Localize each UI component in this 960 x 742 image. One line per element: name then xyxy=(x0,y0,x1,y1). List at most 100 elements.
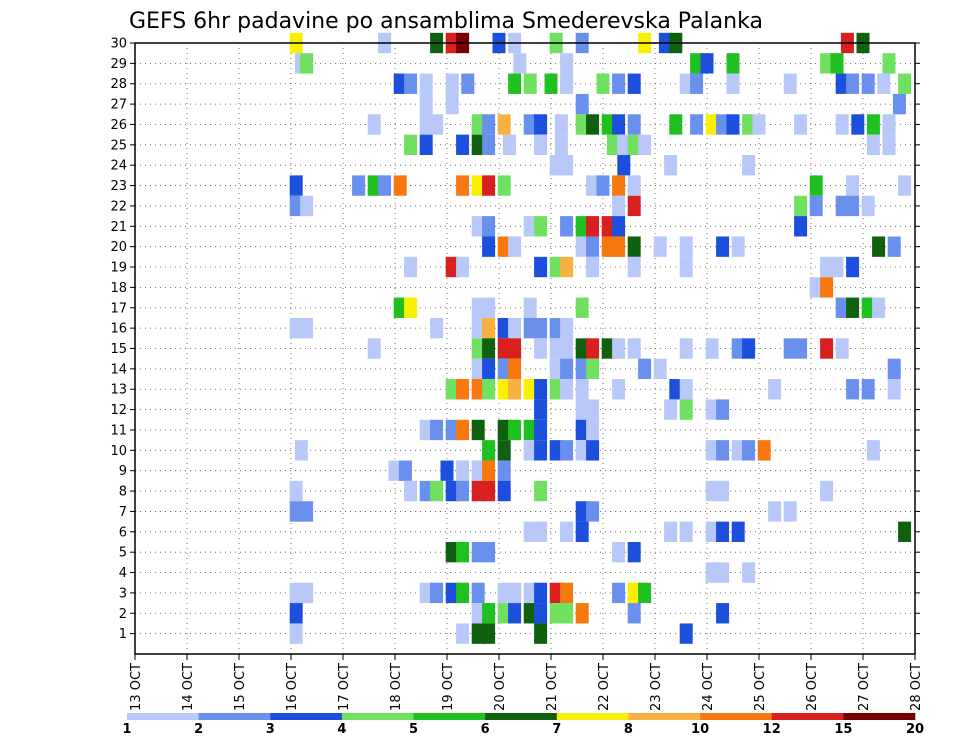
heatmap-cell xyxy=(534,440,548,461)
x-tick-label: 24 OCT xyxy=(701,663,716,711)
heatmap-cell xyxy=(627,195,641,217)
heatmap-cell xyxy=(497,480,511,502)
heatmap-cell xyxy=(419,93,433,115)
heatmap-cell xyxy=(294,440,308,461)
heatmap-cell xyxy=(820,53,834,74)
heatmap-cell xyxy=(471,623,485,644)
x-tick-label: 19 OCT xyxy=(441,663,456,711)
heatmap-cell xyxy=(742,562,756,583)
heatmap-cell xyxy=(716,562,730,583)
x-tick-label: 28 OCT xyxy=(909,663,924,711)
heatmap-cell xyxy=(560,582,574,604)
heatmap-cell xyxy=(482,338,496,359)
heatmap-cell xyxy=(482,623,496,644)
heatmap-cell xyxy=(289,623,303,644)
heatmap-cell xyxy=(523,297,537,318)
heatmap-cell xyxy=(716,603,730,624)
heatmap-cell xyxy=(731,440,745,461)
y-tick-label: 25 xyxy=(110,138,127,153)
heatmap-cell xyxy=(846,297,860,318)
y-tick-label: 2 xyxy=(119,607,127,622)
colorbar-label: 1 xyxy=(122,722,131,737)
heatmap-cell xyxy=(716,440,730,461)
heatmap-cell xyxy=(606,134,620,156)
heatmap-cell xyxy=(601,236,615,257)
heatmap-cell xyxy=(497,603,511,624)
y-tick-label: 3 xyxy=(119,586,127,601)
heatmap-cell xyxy=(497,114,511,135)
heatmap-cell xyxy=(560,317,574,339)
heatmap-cell xyxy=(705,562,719,583)
heatmap-cell xyxy=(866,114,880,135)
heatmap-cell xyxy=(419,419,433,441)
heatmap-cell xyxy=(482,460,496,481)
heatmap-cell xyxy=(575,216,589,237)
heatmap-cell xyxy=(783,501,797,522)
heatmap-cell xyxy=(601,338,615,359)
x-tick-label: 15 OCT xyxy=(233,663,248,711)
colorbar-swatch xyxy=(341,713,414,720)
heatmap-cell xyxy=(887,236,901,257)
heatmap-cell xyxy=(560,155,574,176)
heatmap-cell xyxy=(627,134,641,156)
heatmap-cell xyxy=(700,53,714,74)
heatmap-cell xyxy=(534,114,548,135)
heatmap-cell xyxy=(705,480,719,502)
heatmap-cell xyxy=(497,175,511,196)
heatmap-cell xyxy=(586,256,600,278)
heatmap-cell xyxy=(352,175,366,196)
heatmap-cell xyxy=(575,297,589,318)
heatmap-cell xyxy=(523,582,537,604)
y-tick-label: 30 xyxy=(110,37,127,52)
heatmap-cell xyxy=(586,399,600,420)
heatmap-cell xyxy=(289,195,303,217)
grid xyxy=(135,42,915,654)
heatmap-cell xyxy=(705,114,719,135)
x-tick-label: 26 OCT xyxy=(805,663,820,711)
heatmap-cell xyxy=(612,195,626,217)
heatmap-cell xyxy=(523,216,537,237)
heatmap-cell xyxy=(482,114,496,135)
heatmap-cell xyxy=(887,379,901,400)
heatmap-cell xyxy=(497,419,511,441)
heatmap-cell xyxy=(846,195,860,217)
heatmap-cell xyxy=(627,114,641,135)
heatmap-cell xyxy=(508,338,522,359)
heatmap-cell xyxy=(705,338,719,359)
heatmap-cell xyxy=(846,379,860,400)
y-tick-label: 9 xyxy=(119,464,127,479)
heatmap-cell xyxy=(586,501,600,522)
heatmap-cell xyxy=(560,521,574,542)
y-tick-label: 18 xyxy=(110,281,127,296)
heatmap-cell xyxy=(471,297,485,318)
heatmap-cell xyxy=(445,480,459,502)
x-tick-label: 25 OCT xyxy=(753,663,768,711)
heatmap-cell xyxy=(851,114,865,135)
heatmap-cell xyxy=(669,379,683,400)
colorbar-swatch xyxy=(198,713,271,720)
colorbar-label: 20 xyxy=(906,722,924,737)
heatmap-cell xyxy=(617,134,631,156)
heatmap-cell xyxy=(497,440,511,461)
heatmap-cell xyxy=(471,379,485,400)
heatmap-cell xyxy=(882,134,896,156)
heatmap-cell xyxy=(482,175,496,196)
heatmap-cell xyxy=(419,73,433,94)
heatmap-cell xyxy=(482,134,496,156)
heatmap-cell xyxy=(560,256,574,278)
heatmap-cell xyxy=(638,358,652,380)
y-tick-label: 27 xyxy=(110,98,127,113)
heatmap-cell xyxy=(716,114,730,135)
heatmap-cell xyxy=(398,460,412,481)
heatmap-cell xyxy=(471,114,485,135)
heatmap-cell xyxy=(601,216,615,237)
heatmap-cell xyxy=(544,73,558,94)
heatmap-cell xyxy=(549,317,563,339)
heatmap-cell xyxy=(497,317,511,339)
heatmap-cell xyxy=(289,603,303,624)
heatmap-cell xyxy=(471,603,485,624)
heatmap-cell xyxy=(830,53,844,74)
y-tick-label: 11 xyxy=(110,423,127,438)
heatmap-cell xyxy=(866,440,880,461)
heatmap-cell xyxy=(289,175,303,196)
